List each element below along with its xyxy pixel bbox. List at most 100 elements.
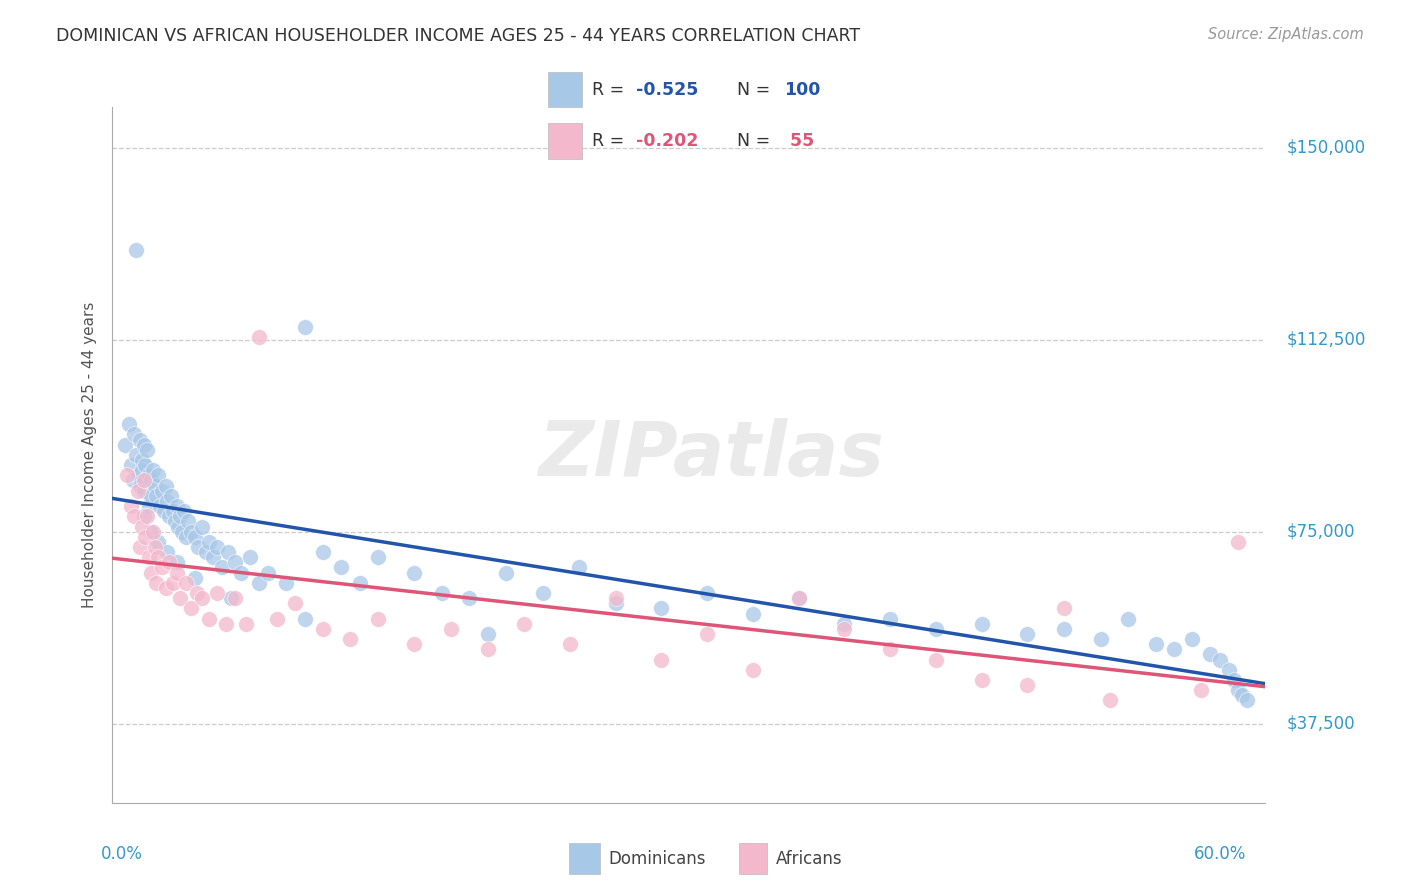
Point (174, 530, 197, 544)
Point (131, 519, 153, 533)
Point (970, 673, 993, 687)
Point (134, 458, 156, 472)
Point (129, 433, 152, 447)
Point (186, 586, 208, 600)
Point (120, 499, 142, 513)
Point (367, 550, 389, 565)
Point (1218, 663, 1240, 677)
Point (1053, 601, 1076, 615)
Point (330, 560, 353, 574)
Point (132, 438, 155, 452)
Point (114, 438, 136, 452)
Point (266, 612, 288, 626)
Point (349, 575, 371, 590)
Point (312, 622, 335, 636)
Point (121, 474, 143, 488)
Point (162, 504, 184, 518)
Text: 60.0%: 60.0% (1194, 845, 1246, 863)
Point (1181, 632, 1204, 646)
Text: $37,500: $37,500 (1286, 714, 1355, 732)
Point (118, 417, 141, 432)
Bar (548, 123, 582, 159)
Point (184, 571, 207, 585)
Point (217, 545, 239, 559)
Point (879, 642, 901, 657)
Point (205, 586, 228, 600)
Point (430, 586, 453, 600)
Point (145, 575, 167, 590)
Point (1098, 693, 1121, 707)
Text: $150,000: $150,000 (1286, 139, 1365, 157)
Point (156, 545, 179, 559)
Point (605, 596, 627, 610)
Point (495, 566, 517, 580)
Point (127, 468, 149, 483)
Point (134, 530, 156, 544)
Point (440, 622, 463, 636)
Point (166, 555, 188, 569)
Point (1226, 683, 1249, 698)
Point (132, 483, 155, 498)
Point (1236, 693, 1258, 707)
Point (166, 566, 188, 580)
Text: R =: R = (592, 132, 630, 150)
Point (138, 499, 160, 513)
Point (229, 566, 252, 580)
Point (404, 637, 426, 651)
Point (696, 586, 718, 600)
Point (145, 489, 167, 503)
Point (174, 575, 197, 590)
Point (148, 550, 170, 565)
Point (125, 448, 148, 462)
Point (224, 591, 246, 606)
Point (568, 560, 591, 574)
Point (167, 519, 190, 533)
Text: Dominicans: Dominicans (609, 849, 706, 868)
Point (205, 540, 228, 554)
Point (404, 566, 426, 580)
Point (1017, 627, 1039, 641)
Point (696, 627, 718, 641)
Point (150, 483, 173, 498)
Point (184, 530, 207, 544)
Point (152, 504, 174, 518)
Text: $75,000: $75,000 (1286, 523, 1355, 541)
Point (531, 586, 554, 600)
Point (605, 591, 627, 606)
Point (136, 509, 159, 524)
Point (198, 612, 221, 626)
Point (129, 540, 152, 554)
Point (787, 591, 810, 606)
Point (339, 632, 361, 646)
Point (142, 463, 165, 477)
Point (139, 566, 162, 580)
Point (131, 453, 153, 467)
Point (163, 515, 186, 529)
Point (139, 474, 162, 488)
Point (127, 483, 149, 498)
Point (294, 320, 316, 334)
Point (221, 591, 243, 606)
Point (173, 504, 195, 518)
Point (787, 591, 810, 606)
Point (257, 566, 280, 580)
Point (169, 509, 191, 524)
Point (155, 581, 177, 595)
Point (247, 330, 270, 344)
Point (834, 622, 856, 636)
Point (138, 468, 160, 483)
Text: 55: 55 (785, 132, 814, 150)
Point (162, 575, 184, 590)
Text: Africans: Africans (776, 849, 842, 868)
Point (156, 494, 179, 508)
Point (1116, 612, 1139, 626)
Point (215, 616, 238, 631)
Text: 0.0%: 0.0% (101, 845, 142, 863)
Point (970, 616, 993, 631)
Bar (738, 843, 766, 874)
Point (143, 540, 166, 554)
Point (129, 478, 152, 492)
Text: N =: N = (737, 81, 776, 99)
Point (1090, 632, 1112, 646)
Text: -0.202: -0.202 (636, 132, 697, 150)
